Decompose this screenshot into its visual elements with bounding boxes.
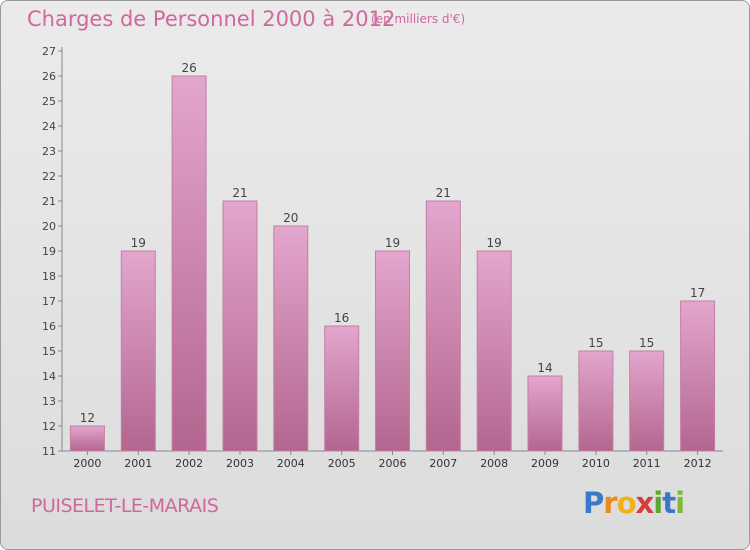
bar-value-label: 15 (639, 336, 654, 350)
bar-value-label: 21 (232, 186, 247, 200)
y-tick-label: 24 (42, 120, 56, 133)
bar (680, 300, 716, 452)
x-tick-label: 2001 (124, 457, 152, 470)
bar-value-label: 14 (537, 361, 552, 375)
bar-value-label: 19 (131, 236, 146, 250)
y-tick-label: 16 (42, 320, 56, 333)
x-tick-label: 2012 (684, 457, 712, 470)
y-tick-label: 20 (42, 220, 56, 233)
bar-value-label: 19 (385, 236, 400, 250)
bar (171, 75, 207, 452)
y-tick-label: 27 (42, 45, 56, 58)
bar-value-label: 16 (334, 311, 349, 325)
bar (527, 375, 563, 452)
logo-letter: o (616, 486, 637, 520)
commune-name: PUISELET-LE-MARAIS (31, 495, 219, 517)
bar-value-label: 12 (80, 411, 95, 425)
y-tick-label: 18 (42, 270, 56, 283)
bar (425, 200, 461, 452)
logo-letter: i (653, 486, 663, 520)
y-tick-label: 11 (42, 445, 56, 458)
chart-subtitle: (en milliers d'€) (371, 12, 466, 26)
logo-letter: P (583, 486, 604, 520)
bar-value-label: 20 (283, 211, 298, 225)
bar-value-label: 19 (487, 236, 502, 250)
bar-value-label: 26 (181, 61, 196, 75)
bar (629, 350, 665, 452)
bar (120, 250, 156, 452)
y-tick-label: 17 (42, 295, 56, 308)
y-tick-label: 25 (42, 95, 56, 108)
bar (69, 425, 105, 452)
y-tick-label: 13 (42, 395, 56, 408)
logo-letter: t (662, 486, 676, 520)
x-tick-label: 2002 (175, 457, 203, 470)
x-tick-label: 2011 (633, 457, 661, 470)
y-tick-label: 19 (42, 245, 56, 258)
y-tick-label: 26 (42, 70, 56, 83)
x-tick-label: 2003 (226, 457, 254, 470)
bars (69, 75, 716, 452)
bar (324, 325, 360, 452)
x-tick-label: 2009 (531, 457, 559, 470)
bar (476, 250, 512, 452)
bar (578, 350, 614, 452)
x-tick-label: 2000 (73, 457, 101, 470)
x-tick-label: 2007 (429, 457, 457, 470)
bar (273, 225, 309, 452)
logo-letter: x (635, 486, 655, 520)
x-tick-label: 2008 (480, 457, 508, 470)
logo-letter: r (603, 486, 617, 520)
y-tick-label: 15 (42, 345, 56, 358)
y-tick-label: 22 (42, 170, 56, 183)
y-tick-label: 12 (42, 420, 56, 433)
x-tick-label: 2004 (277, 457, 305, 470)
x-tick-label: 2010 (582, 457, 610, 470)
bar-value-label: 21 (436, 186, 451, 200)
y-tick-label: 21 (42, 195, 56, 208)
y-tick-label: 23 (42, 145, 56, 158)
bar-value-label: 15 (588, 336, 603, 350)
bar (222, 200, 258, 452)
labels: 11 12 13 14 15 16 17 18 19 20 21 22 23 24 25 26 27 12 2000… (42, 45, 712, 470)
x-tick-label: 2006 (379, 457, 407, 470)
proxiti-logo: Proxiti (583, 486, 685, 520)
y-tick-label: 14 (42, 370, 56, 383)
logo-letter: i (675, 486, 685, 520)
chart-title: Charges de Personnel 2000 à 2012 (27, 7, 396, 31)
bar (375, 250, 410, 452)
bar-value-label: 17 (690, 286, 705, 300)
x-tick-label: 2005 (328, 457, 356, 470)
